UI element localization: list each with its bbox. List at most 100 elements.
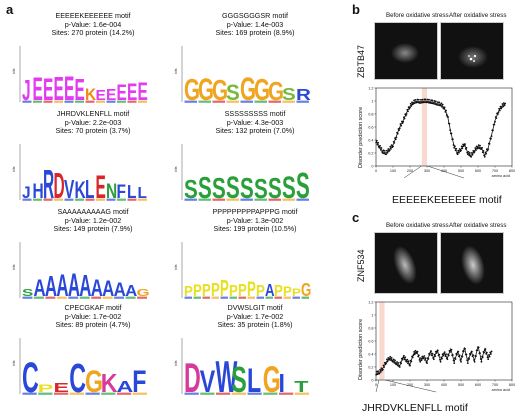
x-tick-label: 700 — [492, 169, 498, 173]
logo-letter: E — [75, 74, 85, 108]
motif-sites: Sites: 149 protein (7.9%) — [53, 224, 133, 234]
x-tick-label: 0 — [375, 169, 377, 173]
logo-letter: E — [43, 73, 53, 107]
data-point — [464, 347, 466, 350]
data-point — [416, 98, 419, 101]
data-point — [487, 354, 490, 356]
data-point — [446, 358, 449, 361]
motif-sites: Sites: 270 protein (14.2%) — [51, 28, 135, 38]
logo-letter: G — [301, 280, 311, 301]
data-point — [479, 358, 482, 360]
data-point — [394, 359, 396, 362]
logo-background-stack — [283, 296, 291, 299]
y-tick-label: 0 — [371, 164, 373, 168]
logo-background-stack — [69, 392, 84, 395]
logo-background-stack — [54, 100, 63, 103]
logo-letter: N — [106, 179, 117, 203]
x-tick-label: 500 — [458, 383, 464, 387]
motif-pvalue: p-Value: 4.3e-003 — [226, 117, 284, 127]
data-point — [432, 102, 435, 105]
data-point — [399, 123, 402, 125]
data-point — [434, 103, 437, 106]
logo-letter: E — [96, 87, 106, 103]
logo-background-stack — [193, 296, 201, 299]
data-point — [500, 106, 503, 109]
data-point — [443, 351, 446, 354]
logo-letter: A — [79, 270, 91, 303]
data-point — [383, 149, 386, 152]
data-point — [477, 346, 480, 349]
data-point — [490, 353, 492, 355]
data-point — [404, 113, 407, 116]
panel-c-callout: JHRDVKLENFLL motif — [362, 402, 468, 414]
logo-background-stack — [64, 198, 74, 201]
panel-label-c: c — [352, 210, 360, 225]
data-point — [388, 149, 391, 152]
logo-background-stack — [268, 100, 281, 103]
logo-letter: G — [212, 75, 228, 107]
motif-sites: Sites: 199 protein (10.5%) — [213, 224, 297, 234]
data-point — [486, 356, 489, 359]
data-point — [419, 102, 422, 104]
logo-axis-label: bits — [12, 68, 16, 74]
data-point — [381, 368, 384, 371]
logo-background-stack — [202, 296, 210, 299]
data-point — [380, 147, 383, 149]
cell-glow-after-b — [458, 46, 488, 68]
data-point — [470, 156, 473, 158]
logo-background-stack — [265, 296, 273, 299]
logo-background-stack — [114, 296, 125, 299]
callout-pointer-line — [375, 379, 380, 393]
data-point — [385, 358, 388, 361]
logo-background-stack — [198, 100, 211, 103]
logo-background-stack — [254, 198, 267, 201]
data-point — [440, 356, 443, 359]
logo-background-stack — [22, 198, 32, 201]
data-point — [458, 151, 460, 154]
data-point — [468, 152, 471, 154]
data-point — [430, 350, 432, 352]
data-point — [443, 106, 446, 109]
data-point — [385, 149, 388, 152]
logo-letter: E — [138, 78, 148, 106]
data-point — [483, 156, 486, 158]
panel-b-before-label: Before oxidative stress — [386, 12, 449, 19]
logo-background-stack — [85, 392, 100, 395]
x-tick-label: 600 — [475, 169, 481, 173]
data-point — [475, 149, 477, 152]
logo-background-stack — [200, 392, 215, 395]
data-point — [435, 352, 438, 354]
logo-letter: J — [22, 184, 31, 203]
x-tick-label: 0 — [375, 383, 377, 387]
logo-letter: P — [202, 281, 211, 300]
data-point — [416, 350, 419, 353]
data-point — [385, 362, 388, 364]
data-point — [490, 137, 492, 140]
logo-letter: L — [138, 185, 147, 202]
data-point — [448, 122, 451, 125]
cell-glow-before-c — [393, 245, 417, 285]
data-point — [382, 149, 385, 152]
data-point — [490, 350, 493, 353]
data-point — [467, 150, 470, 153]
logo-background-stack — [125, 296, 136, 299]
x-tick-label: 500 — [458, 169, 464, 173]
data-point — [487, 358, 490, 361]
motif-name: PPPPPPPPPAPPPG motif — [212, 207, 298, 216]
motif-sites: Sites: 35 protein (1.8%) — [217, 320, 293, 330]
data-point — [377, 370, 380, 372]
data-point — [453, 145, 456, 148]
data-point — [492, 129, 494, 132]
data-point — [390, 144, 393, 147]
logo-background-stack — [184, 100, 197, 103]
data-point — [433, 100, 436, 102]
data-point — [430, 99, 432, 102]
data-point — [375, 139, 378, 142]
data-point — [483, 154, 486, 157]
logo-letter: G — [137, 286, 150, 298]
motif-pvalue: p-Value: 1.6e-004 — [64, 19, 122, 29]
logo-letter: S — [212, 173, 226, 205]
data-point — [392, 360, 394, 363]
